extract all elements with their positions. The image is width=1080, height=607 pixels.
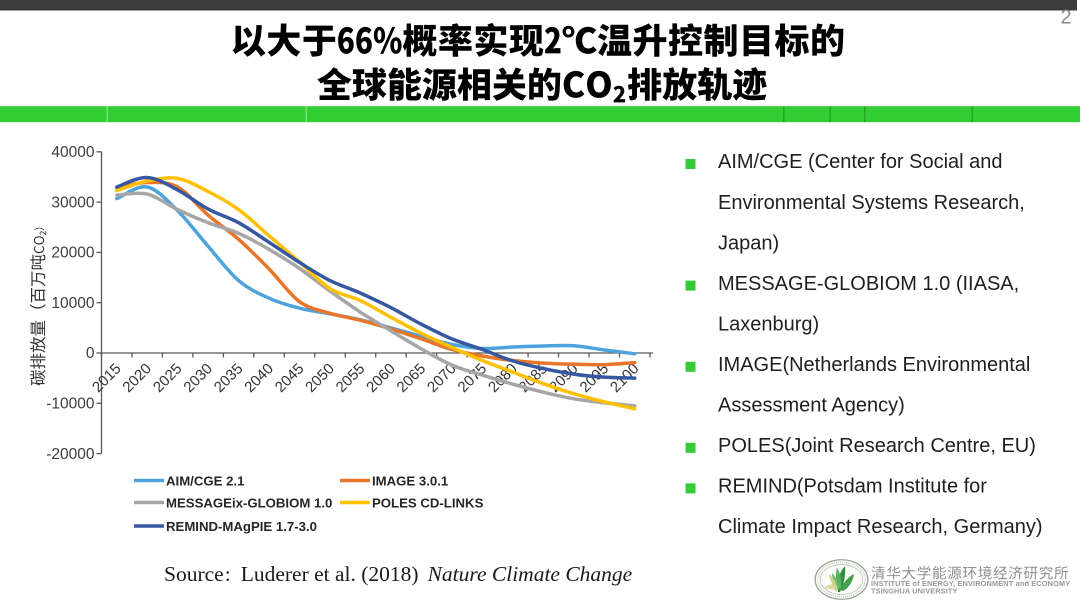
svg-text:-20000: -20000 <box>46 446 95 463</box>
svg-text:REMIND-MAgPIE 1.7-3.0: REMIND-MAgPIE 1.7-3.0 <box>166 519 317 534</box>
svg-text:POLES CD-LINKS: POLES CD-LINKS <box>372 496 484 511</box>
svg-text:AIM/CGE 2.1: AIM/CGE 2.1 <box>166 474 244 489</box>
svg-text:Japan): Japan) <box>718 232 779 254</box>
svg-text:IMAGE(Netherlands Environmenta: IMAGE(Netherlands Environmental <box>718 354 1030 376</box>
svg-text:Laxenburg): Laxenburg) <box>718 313 819 335</box>
svg-text:POLES(Joint Research Centre, E: POLES(Joint Research Centre, EU) <box>718 435 1036 457</box>
svg-text:30000: 30000 <box>51 194 94 211</box>
svg-text:Assessment Agency): Assessment Agency) <box>718 395 905 417</box>
svg-text:REMIND(Potsdam Institute for: REMIND(Potsdam Institute for <box>718 476 987 498</box>
svg-text:40000: 40000 <box>51 144 94 161</box>
svg-text:10000: 10000 <box>51 295 94 312</box>
svg-text:Source:Luderer et al. (2018)Na: Source: Luderer et al. (2018) Nature Clima… <box>164 562 633 586</box>
svg-text:TSINGHUA UNIVERSITY: TSINGHUA UNIVERSITY <box>871 587 958 596</box>
svg-text:INSTITUTE of ENERGY, ENVIRONME: INSTITUTE of ENERGY, ENVIRONMENT and ECO… <box>871 579 1070 588</box>
svg-text:-10000: -10000 <box>46 396 95 413</box>
svg-text:MESSAGEix-GLOBIOM 1.0: MESSAGEix-GLOBIOM 1.0 <box>166 496 332 511</box>
svg-text:AIM/CGE (Center for Social and: AIM/CGE (Center for Social and <box>718 151 1003 173</box>
svg-text:2: 2 <box>1060 7 1071 29</box>
svg-text:Climate Impact Research, Germa: Climate Impact Research, Germany) <box>718 516 1043 538</box>
svg-text:IMAGE 3.0.1: IMAGE 3.0.1 <box>372 474 448 489</box>
svg-text:20000: 20000 <box>51 245 94 262</box>
svg-text:Environmental Systems Research: Environmental Systems Research, <box>718 192 1025 214</box>
svg-text:MESSAGE-GLOBIOM 1.0 (IIASA,: MESSAGE-GLOBIOM 1.0 (IIASA, <box>718 273 1019 295</box>
svg-text:0: 0 <box>86 345 95 362</box>
